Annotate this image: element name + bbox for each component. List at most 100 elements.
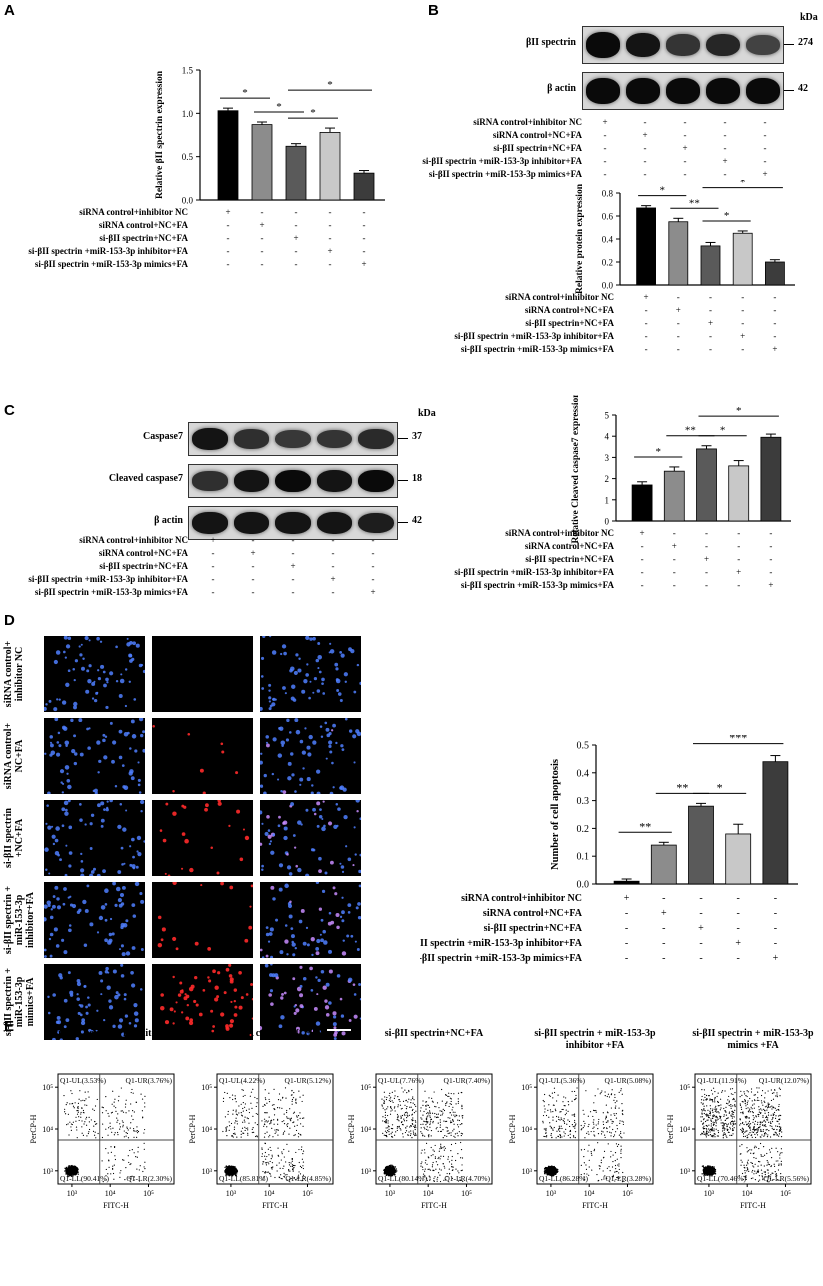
event-dot <box>449 1097 452 1099</box>
kda-header: kDa <box>800 12 818 23</box>
nucleus <box>356 810 359 813</box>
event-dot <box>225 1127 227 1129</box>
nucleus <box>319 725 323 728</box>
nucleus <box>80 860 84 863</box>
event-dot <box>269 1134 271 1136</box>
design-mark: - <box>372 548 375 558</box>
nucleus <box>353 690 357 694</box>
design-mark: - <box>645 305 648 315</box>
event-dot <box>453 1128 455 1130</box>
event-dot <box>274 1132 276 1135</box>
event-dot <box>250 1102 252 1104</box>
nucleus <box>347 977 353 983</box>
event-dot <box>123 1136 125 1138</box>
nucleus <box>64 873 68 876</box>
event-dot <box>286 1116 288 1118</box>
nucleus <box>78 645 81 648</box>
event-dot <box>113 1145 116 1148</box>
bar <box>764 261 785 286</box>
nucleus <box>85 1005 88 1009</box>
event-dot <box>112 1168 114 1170</box>
flow-plot-title: siRNA control+ inhibitor NC <box>54 1028 178 1039</box>
event-dot <box>283 1156 285 1158</box>
design-mark: - <box>705 580 708 590</box>
event-dot <box>264 1097 266 1099</box>
event-dot <box>243 1119 245 1121</box>
event-dot <box>394 1166 397 1168</box>
event-dot <box>88 1128 91 1131</box>
nucleus <box>120 673 123 676</box>
nucleus <box>86 727 89 731</box>
event-dot <box>244 1129 246 1132</box>
event-dot <box>424 1135 426 1137</box>
event-dot <box>450 1114 453 1116</box>
design-mark: + <box>330 574 335 584</box>
nucleus <box>62 782 65 785</box>
apoptotic-cell <box>221 750 225 754</box>
apoptotic-cell <box>248 925 253 930</box>
nucleus <box>115 991 119 995</box>
nucleus <box>340 865 345 869</box>
apoptotic-cell <box>177 993 182 997</box>
event-dot <box>382 1107 384 1109</box>
nucleus <box>96 931 100 934</box>
event-dot <box>413 1133 415 1135</box>
nucleus <box>86 884 90 888</box>
nucleus <box>96 740 101 745</box>
design-mark: - <box>684 156 687 166</box>
event-dot <box>269 1123 271 1125</box>
nucleus <box>140 800 145 805</box>
nucleus <box>280 996 284 1000</box>
event-dot <box>382 1132 384 1134</box>
design-mark: - <box>261 207 264 217</box>
nucleus <box>79 752 84 757</box>
nucleus <box>78 718 83 723</box>
nucleus <box>327 921 332 926</box>
apoptotic-cell <box>181 1011 184 1014</box>
cell-dots <box>260 718 361 794</box>
nucleus <box>124 704 128 708</box>
event-dot <box>399 1104 402 1106</box>
nucleus <box>277 824 281 828</box>
event-dot <box>76 1137 78 1139</box>
event-dot <box>264 1112 266 1114</box>
event-dot <box>137 1146 139 1148</box>
nucleus <box>134 1018 139 1023</box>
nucleus <box>309 680 312 683</box>
event-dot <box>245 1127 247 1130</box>
event-dot <box>299 1173 302 1175</box>
event-dot <box>271 1168 273 1170</box>
nucleus <box>306 777 311 782</box>
apoptotic-cell <box>162 838 167 843</box>
event-dot <box>461 1123 463 1125</box>
nucleus <box>64 808 68 812</box>
event-dot <box>129 1163 131 1166</box>
event-dot <box>414 1134 416 1137</box>
nucleus <box>315 1021 321 1026</box>
event-dot <box>425 1124 427 1126</box>
event-dot <box>132 1092 134 1094</box>
kda-value: 18 <box>412 473 422 484</box>
nucleus <box>279 726 284 731</box>
event-dot <box>457 1102 459 1104</box>
design-mark: - <box>212 548 215 558</box>
event-dot <box>400 1108 402 1110</box>
y-tick-label: 0.4 <box>577 768 590 779</box>
event-dot <box>425 1108 427 1110</box>
event-dot <box>126 1132 128 1135</box>
event-dot <box>296 1177 298 1179</box>
event-dot <box>70 1123 73 1125</box>
nucleus <box>353 826 356 829</box>
nucleus <box>100 824 104 828</box>
group-label: si-βII spectrin +miR-153-3p mimics+FA <box>461 344 615 354</box>
event-dot <box>423 1176 425 1178</box>
nucleus <box>137 778 141 782</box>
event-dot <box>387 1171 390 1174</box>
nucleus <box>325 727 330 732</box>
event-dot <box>97 1132 99 1135</box>
event-dot <box>264 1121 266 1123</box>
nucleus <box>69 903 74 907</box>
tunel-image <box>152 964 253 1040</box>
event-dot <box>108 1127 110 1129</box>
event-dot <box>268 1163 270 1165</box>
